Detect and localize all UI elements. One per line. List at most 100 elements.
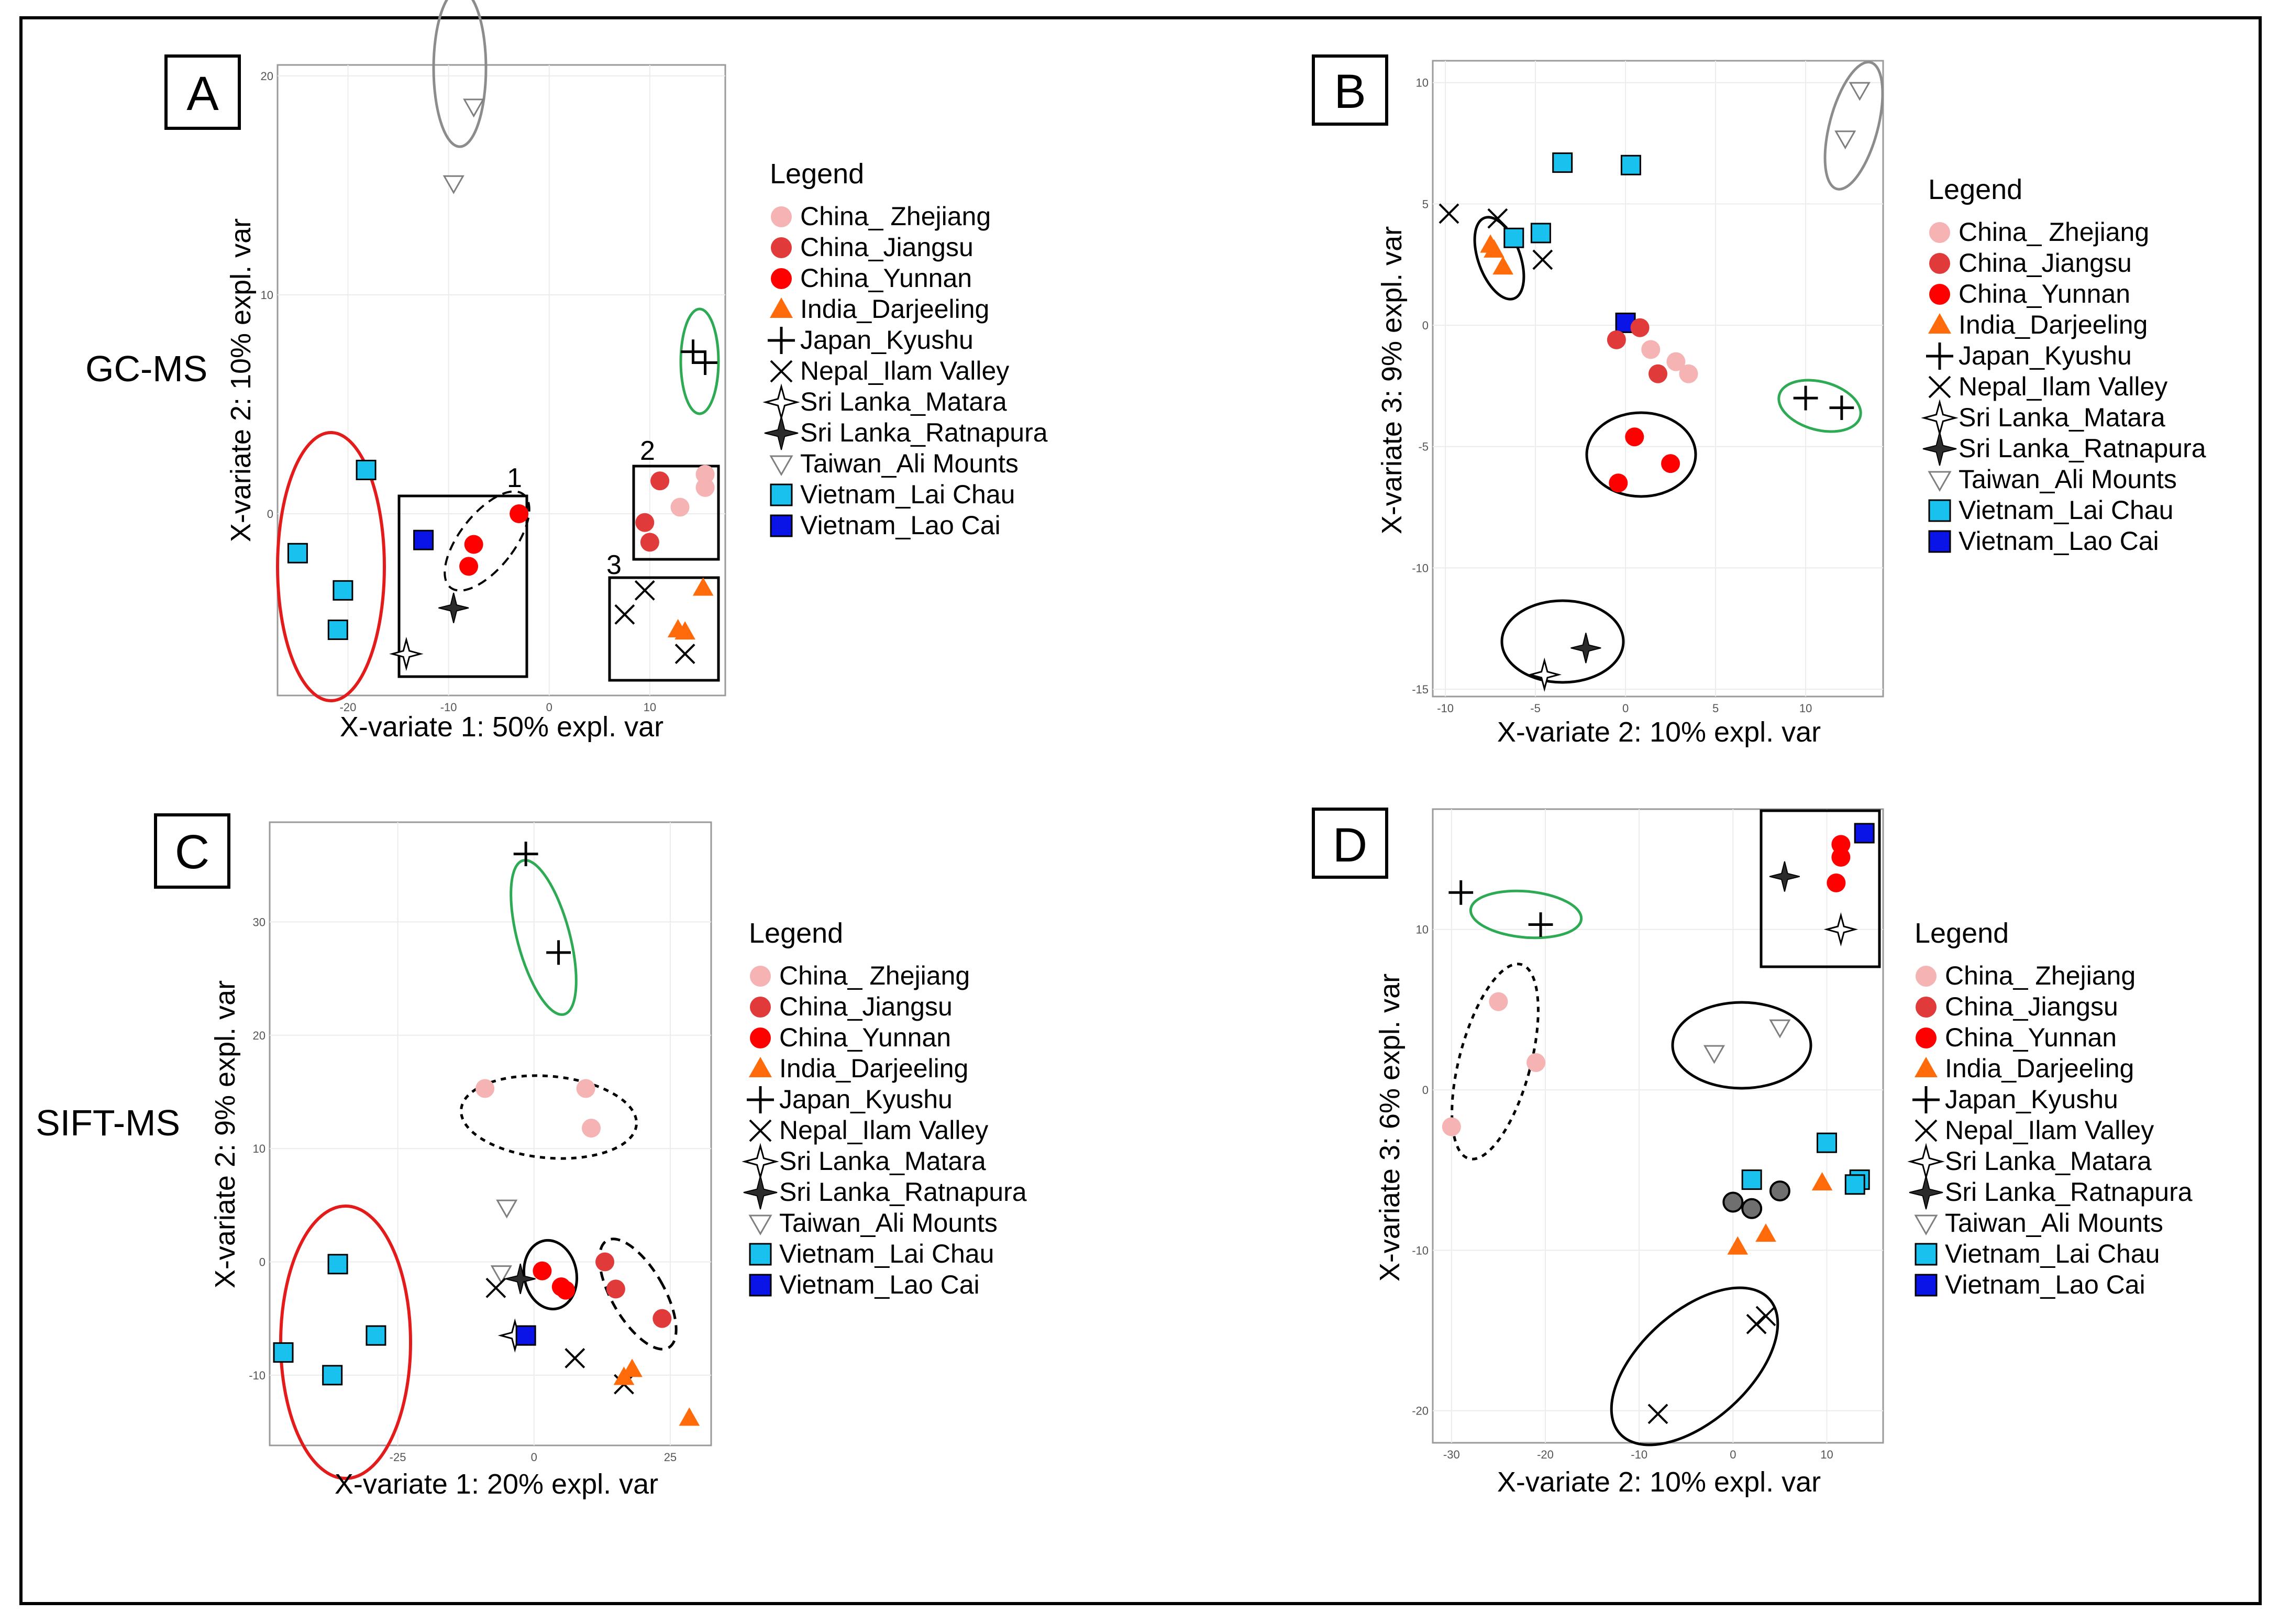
data-point-darjeeling [1484, 239, 1504, 258]
legend-label-matara: Sri Lanka_Matara [1959, 403, 2165, 432]
legend-label-jiangsu: China_Jiangsu [1945, 992, 2118, 1021]
data-point-darjeeling [674, 621, 695, 640]
data-point-jiangsu [1769, 1180, 1790, 1202]
data-point-yunnan [1831, 847, 1851, 867]
legend-label-kyushu: Japan_Kyushu [779, 1085, 953, 1114]
data-point-jiangsu [1630, 318, 1650, 337]
x-tick-label: -20 [1537, 1448, 1554, 1461]
legend-key-laichau [770, 483, 793, 506]
panel-d-points [1442, 823, 1875, 1424]
cluster-ellipse-china-zhejiang [1451, 963, 1540, 1161]
panel-c-xlabel: X-variate 1: 20% expl. var [335, 1468, 658, 1500]
y-tick-label: -10 [1412, 561, 1429, 575]
cluster-ellipse-sri-lanka [1500, 599, 1625, 684]
legend-label-ilam: Nepal_Ilam Valley [800, 356, 1009, 385]
data-point-matara [1823, 912, 1858, 947]
data-point-zhejiang [475, 1079, 495, 1098]
data-point-zhejiang [576, 1079, 595, 1098]
legend-key-zhejiang [1916, 966, 1937, 987]
data-point-jiangsu [606, 1279, 625, 1299]
data-point-yunnan [464, 535, 483, 554]
data-point-kyushu [681, 339, 705, 364]
x-tick-label: 0 [1622, 702, 1629, 715]
x-tick-label: -30 [1443, 1448, 1460, 1461]
panel-a-xlabel: X-variate 1: 50% expl. var [340, 711, 663, 743]
x-tick-label: -25 [390, 1451, 406, 1464]
data-point-ilam [1755, 1306, 1776, 1327]
panel-c-tag [154, 813, 230, 889]
y-tick-label: 10 [253, 1142, 265, 1155]
panel-c-points [273, 842, 700, 1426]
data-point-darjeeling [613, 1366, 635, 1385]
cluster-box-3 [608, 576, 720, 682]
legend-key-matara [1921, 399, 1959, 437]
legend-key-alishan [748, 1214, 772, 1236]
data-point-zhejiang [582, 1119, 601, 1138]
legend-key-kyushu [1926, 343, 1953, 370]
cluster-ellipse-china-yunnan [1585, 411, 1697, 498]
data-point-laichau [1620, 154, 1641, 175]
y-tick-label: 5 [1422, 197, 1429, 211]
data-point-laichau [322, 1365, 343, 1386]
legend-label-ratnapura: Sri Lanka_Ratnapura [779, 1177, 1027, 1207]
panel-c-legend: Legend China_ ZhejiangChina_JiangsuChina_… [742, 918, 1027, 1299]
legend-label-alishan: Taiwan_Ali Mounts [800, 449, 1019, 478]
data-point-ilam [1647, 1404, 1668, 1424]
data-point-zhejiang [1641, 340, 1661, 359]
data-point-zhejiang [1442, 1117, 1461, 1136]
x-tick-label: 5 [1712, 702, 1719, 715]
data-point-ilam [634, 580, 655, 601]
y-tick-label: 0 [267, 507, 273, 521]
legend-title: Legend [770, 158, 864, 190]
data-point-laocai [515, 1325, 536, 1346]
data-point-laichau [333, 580, 353, 601]
data-point-laichau [1530, 223, 1551, 244]
data-point-darjeeling [679, 1407, 700, 1426]
data-point-jiangsu [640, 533, 659, 552]
data-point-laichau [1844, 1174, 1865, 1195]
data-point-zhejiang [1666, 352, 1686, 371]
cluster-label-3: 3 [606, 550, 622, 580]
legend-key-kyushu [768, 327, 795, 354]
y-tick-label: 10 [1416, 923, 1429, 936]
panel-d-plot-area [1432, 808, 1884, 1444]
legend-key-laocai [770, 514, 793, 537]
legend-label-yunnan: China_Yunnan [779, 1023, 951, 1052]
data-point-jiangsu [1649, 364, 1667, 383]
data-point-yunnan [556, 1280, 576, 1300]
panel-a-legend: Legend China_ ZhejiangChina_JiangsuChina_… [762, 158, 1048, 540]
legend-key-laichau [749, 1243, 772, 1266]
cluster-ellipse-japan [679, 307, 720, 415]
data-point-laichau [1741, 1169, 1762, 1190]
panel-a-tag-letter: A [186, 67, 219, 120]
panel-a-points [287, 98, 717, 671]
legend-key-matara [1907, 1143, 1945, 1180]
cluster-ellipse-taiwan [1671, 1001, 1812, 1090]
data-point-jiangsu [652, 1309, 672, 1328]
legend-key-laocai [749, 1274, 772, 1297]
legend-key-yunnan [771, 268, 792, 289]
y-tick-label: 30 [253, 915, 265, 929]
cluster-ellipse-taiwan [432, 0, 488, 148]
legend-key-laocai [1928, 530, 1951, 553]
panel-a-cluster-annotations [276, 0, 720, 702]
panel-d-legend: Legend China_ ZhejiangChina_JiangsuChina_… [1907, 918, 2193, 1299]
legend-label-ratnapura: Sri Lanka_Ratnapura [1959, 434, 2206, 463]
data-point-alishan [1703, 1045, 1725, 1064]
cluster-box-2 [632, 465, 720, 561]
y-tick-label: 10 [261, 289, 273, 302]
legend-label-laichau: Vietnam_Lai Chau [779, 1239, 994, 1268]
cluster-ellipse-india [1473, 216, 1525, 301]
x-tick-label: 0 [531, 1451, 537, 1464]
data-point-kyushu [546, 940, 571, 965]
legend-label-darjeeling: India_Darjeeling [1959, 310, 2148, 339]
data-point-yunnan [533, 1261, 552, 1280]
data-point-zhejiang [670, 498, 690, 517]
data-point-jiangsu [595, 1252, 615, 1272]
legend-key-jiangsu [1916, 997, 1937, 1018]
data-point-ilam [614, 604, 635, 625]
method-label-gcms: GC-MS [85, 348, 207, 389]
legend-label-darjeeling: India_Darjeeling [1945, 1054, 2134, 1083]
legend-key-alishan [1914, 1214, 1938, 1236]
legend-key-zhejiang [1929, 222, 1950, 243]
